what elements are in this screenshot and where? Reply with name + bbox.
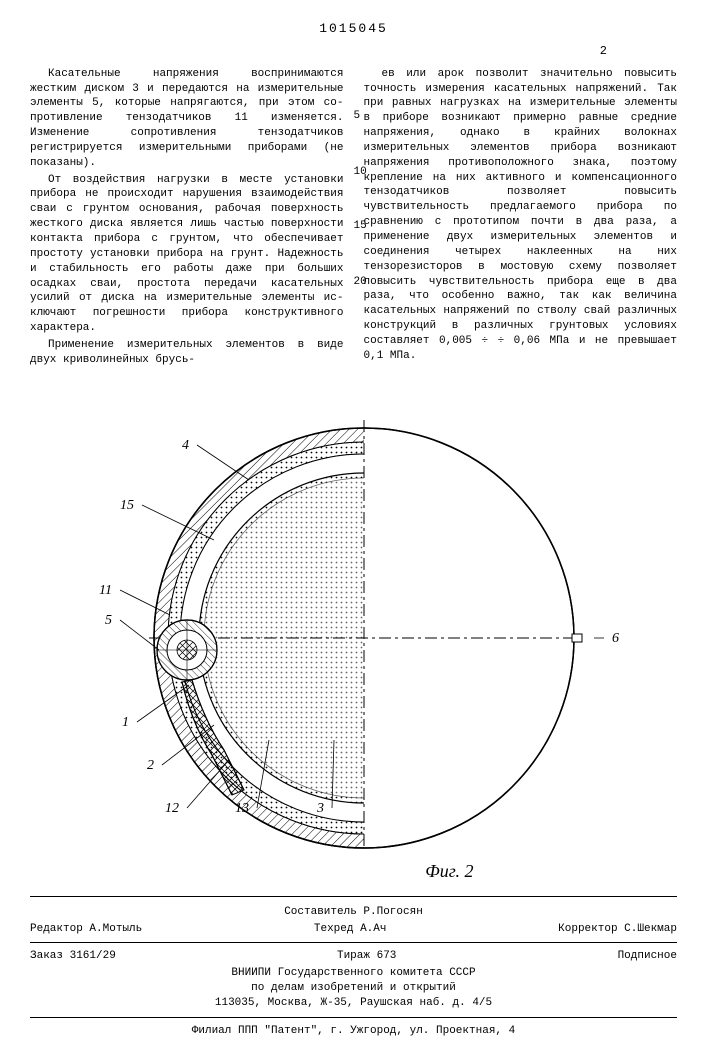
callout-number: 6 (612, 631, 619, 646)
figure-area: 41511561212133 Фиг. 2 (74, 390, 634, 884)
callout-number: 15 (120, 498, 134, 513)
order-number: Заказ 3161/29 (30, 949, 116, 964)
paragraph: Применение измерительных элемен­тов в ви… (30, 338, 344, 368)
callout-number: 1 (122, 715, 129, 730)
document-number: 1015045 (30, 20, 677, 38)
line-number: 5 (354, 109, 361, 124)
branch-line: Филиал ППП "Патент", г. Ужгород, ул. Про… (30, 1024, 677, 1039)
figure-2-diagram: 41511561212133 (74, 390, 634, 850)
line-number: 15 (354, 219, 367, 234)
editor: Редактор А.Мотыль (30, 922, 142, 937)
page-mark: 2 (30, 43, 677, 59)
callout-number: 4 (182, 438, 189, 453)
right-column: ев или арок позволит значительно повысит… (364, 67, 678, 370)
corrector: Корректор С.Шекмар (558, 922, 677, 937)
org-line-3: 113035, Москва, Ж-35, Раушская наб. д. 4… (30, 996, 677, 1011)
text-columns: 5 10 15 20 Касательные напряжения воспри­ни… (30, 67, 677, 370)
compiler: Составитель Р.Погосян (284, 905, 423, 920)
techred: Техред А.Ач (314, 922, 387, 937)
figure-label: Фиг. 2 (74, 859, 634, 883)
callout-number: 13 (235, 801, 249, 816)
tirazh: Тираж 673 (337, 949, 396, 964)
line-number: 10 (354, 165, 367, 180)
line-number: 20 (354, 275, 367, 290)
paragraph: ев или арок позволит значительно повысит… (364, 67, 678, 364)
subscription: Подписное (618, 949, 677, 964)
org-line-2: по делам изобретений и открытий (30, 981, 677, 996)
footer: Составитель Р.Погосян Редактор А.Мотыль … (30, 896, 677, 1039)
paragraph: От воздействия нагрузки в месте установк… (30, 173, 344, 336)
paragraph: Касательные напряжения воспри­нимаются ж… (30, 67, 344, 171)
left-column: Касательные напряжения воспри­нимаются ж… (30, 67, 344, 370)
callout-number: 11 (99, 583, 112, 598)
callout-number: 5 (105, 613, 112, 628)
callout-number: 2 (147, 758, 154, 773)
org-line-1: ВНИИПИ Государственного комитета СССР (30, 966, 677, 981)
callout-number: 3 (316, 801, 324, 816)
callout-number: 12 (165, 801, 179, 816)
